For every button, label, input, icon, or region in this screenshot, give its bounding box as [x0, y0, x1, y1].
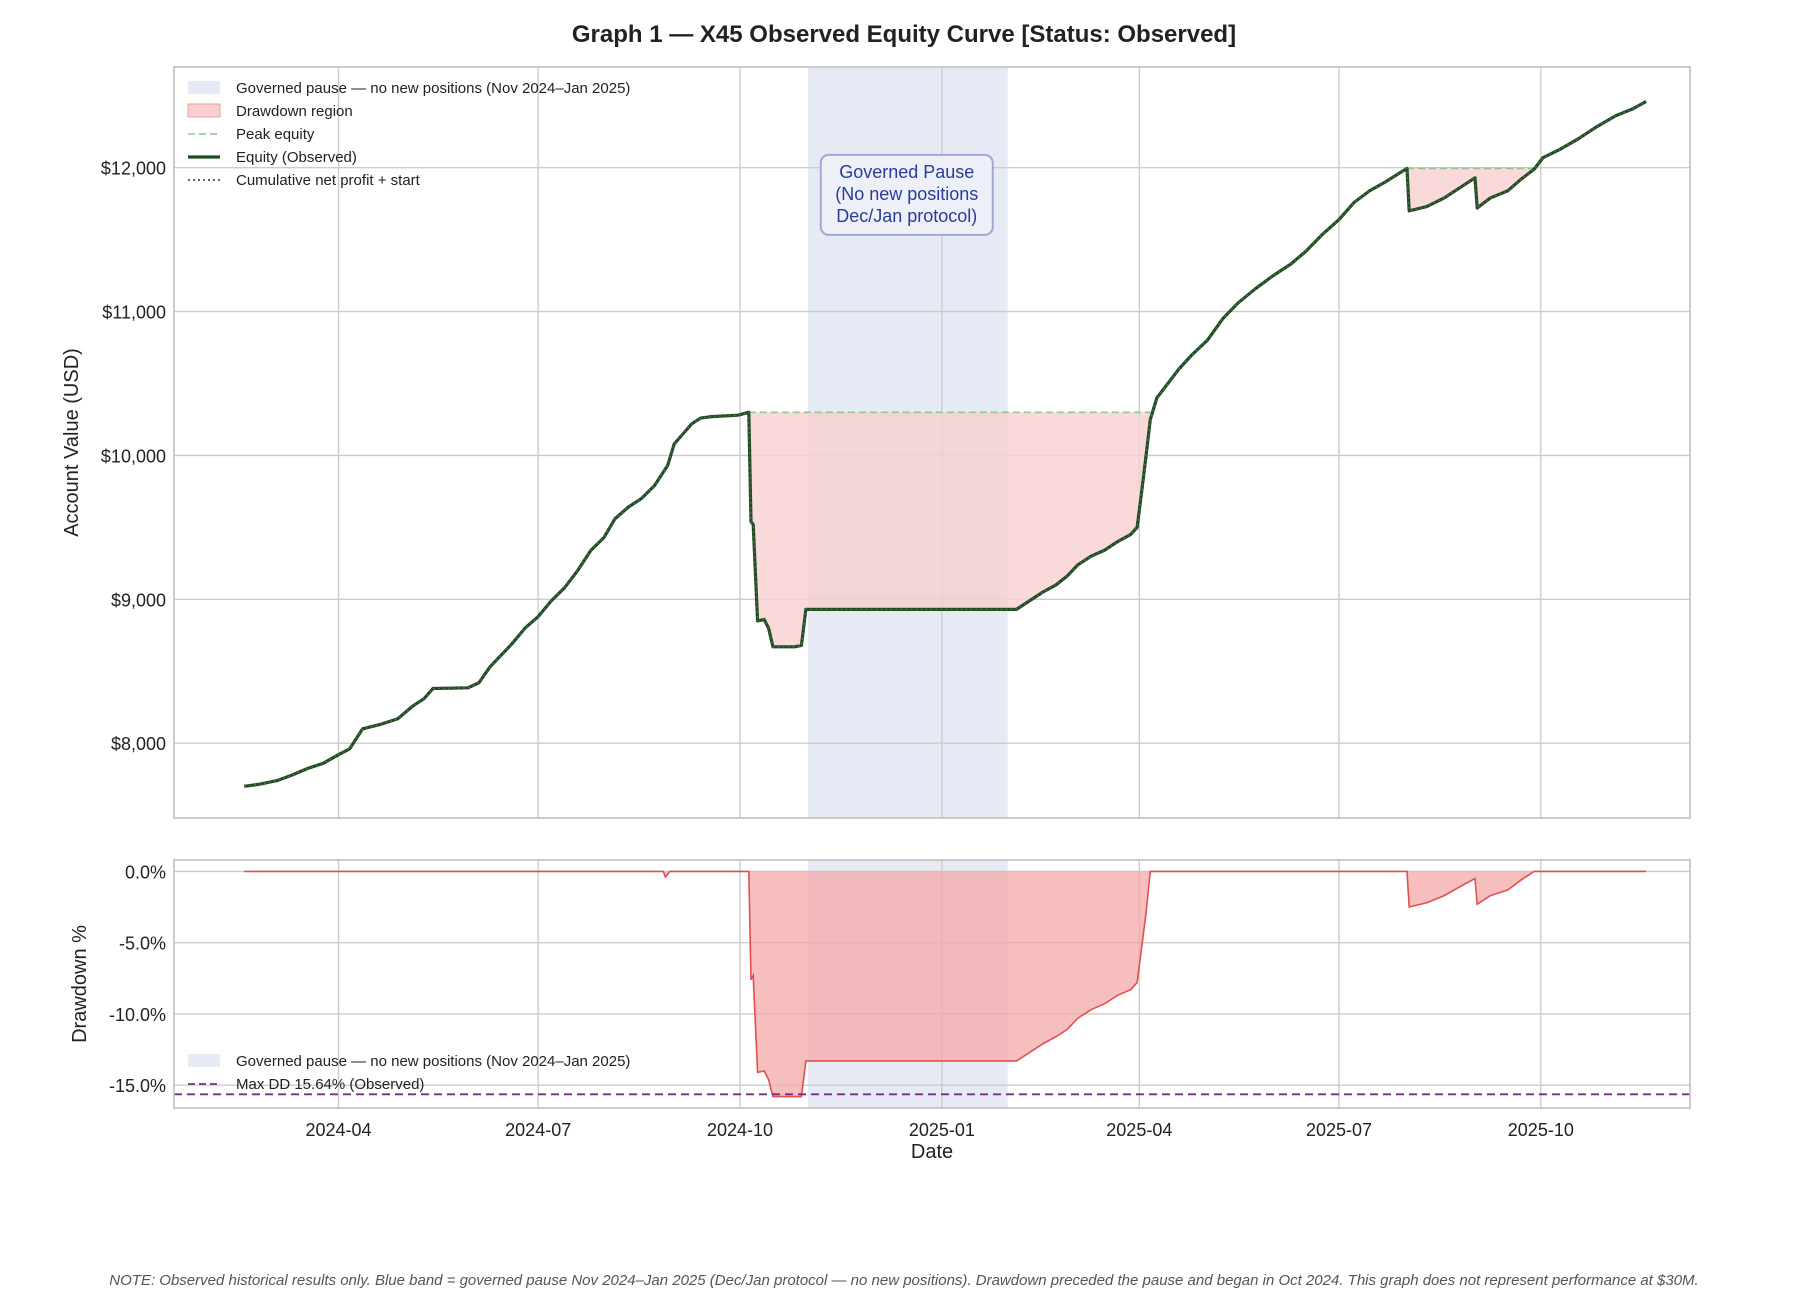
equity-y-tick-label: $8,000 — [111, 734, 166, 754]
footnote: NOTE: Observed historical results only. … — [109, 1272, 1699, 1289]
equity-legend-label: Peak equity — [236, 126, 315, 143]
x-axis-label: Date — [911, 1141, 953, 1163]
equity-legend-label: Equity (Observed) — [236, 149, 357, 166]
equity-y-tick-label: $11,000 — [102, 303, 166, 323]
x-tick-label: 2025-04 — [1106, 1120, 1172, 1140]
cumulative-profit-line — [244, 101, 1647, 787]
pause-annotation-box — [819, 153, 994, 236]
x-tick-label: 2025-01 — [909, 1120, 975, 1140]
x-tick-label: 2024-10 — [707, 1120, 773, 1140]
drawdown-y-tick-label: -5.0% — [119, 934, 166, 954]
x-tick-label: 2025-07 — [1306, 1120, 1372, 1140]
equity-plot-frame — [173, 66, 1691, 819]
equity-y-tick-label: $12,000 — [101, 159, 166, 179]
equity-legend-swatch — [188, 81, 220, 94]
drawdown-legend-swatch — [188, 1054, 220, 1067]
x-tick-label: 2025-10 — [1508, 1120, 1574, 1140]
equity-y-axis-label: Account Value (USD) — [61, 348, 83, 537]
chart-title: Graph 1 — X45 Observed Equity Curve [Sta… — [572, 21, 1236, 48]
pause-annotation-text: Dec/Jan protocol) — [836, 206, 977, 226]
x-tick-label: 2024-04 — [306, 1120, 372, 1140]
pause-annotation-text: (No new positions — [835, 184, 978, 204]
drawdown-y-tick-label: -10.0% — [109, 1005, 166, 1025]
drawdown-y-axis-label: Drawdown % — [69, 925, 91, 1043]
equity-legend-label: Cumulative net profit + start — [236, 172, 421, 189]
drawdown-legend-label: Governed pause — no new positions (Nov 2… — [236, 1053, 630, 1070]
drawdown-line — [244, 870, 1647, 1098]
drawdown-plot-frame — [173, 859, 1691, 1109]
pause-annotation-text: Governed Pause — [839, 162, 974, 182]
drawdown-area — [244, 871, 1647, 1097]
drawdown-legend-label: Max DD 15.64% (Observed) — [236, 1076, 424, 1093]
equity-y-tick-label: $10,000 — [101, 446, 166, 466]
x-tick-label: 2024-07 — [505, 1120, 571, 1140]
equity-legend-label: Drawdown region — [236, 103, 353, 120]
equity-legend-swatch — [187, 103, 221, 118]
drawdown-region-fill — [1406, 168, 1535, 211]
equity-legend-label: Governed pause — no new positions (Nov 2… — [236, 80, 630, 97]
drawdown-y-tick-label: 0.0% — [125, 862, 166, 882]
drawdown-y-tick-label: -15.0% — [109, 1076, 166, 1096]
equity-y-tick-label: $9,000 — [111, 590, 166, 610]
